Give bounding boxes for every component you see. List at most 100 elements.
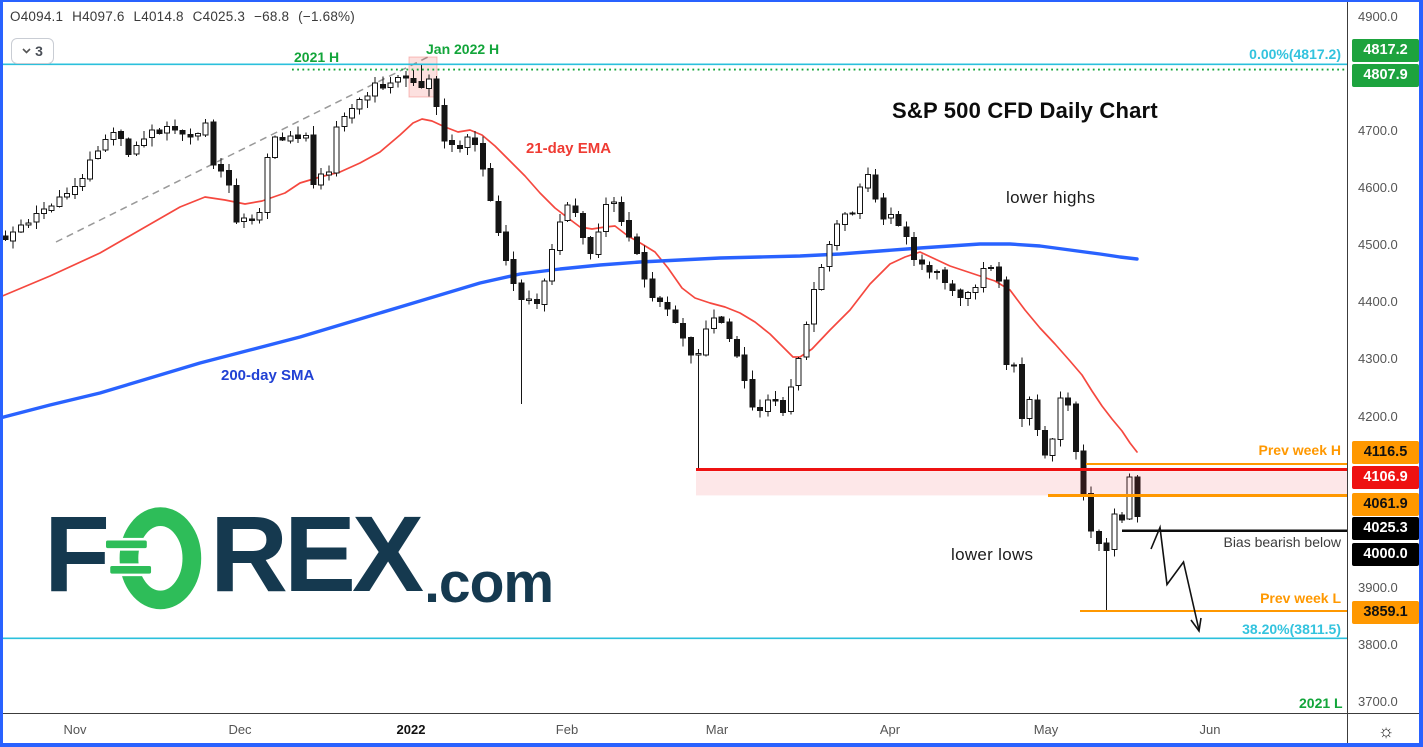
candle[interactable] xyxy=(1088,493,1095,532)
candle[interactable] xyxy=(795,357,802,387)
candle[interactable] xyxy=(87,159,94,180)
candle[interactable] xyxy=(803,324,810,358)
candle[interactable] xyxy=(379,84,386,89)
candle[interactable] xyxy=(734,339,740,357)
candle[interactable] xyxy=(972,286,979,293)
candle[interactable] xyxy=(780,400,787,413)
candle[interactable] xyxy=(264,157,271,213)
candle[interactable] xyxy=(418,80,425,88)
candle[interactable] xyxy=(449,140,456,146)
candle[interactable] xyxy=(17,224,24,233)
candle[interactable] xyxy=(372,82,379,97)
candle[interactable] xyxy=(25,222,32,226)
candle[interactable] xyxy=(841,213,848,225)
candle[interactable] xyxy=(787,386,794,413)
candle[interactable] xyxy=(1042,430,1048,456)
candle[interactable] xyxy=(988,266,995,270)
trendline[interactable] xyxy=(55,56,429,243)
candle[interactable] xyxy=(325,171,332,176)
candle[interactable] xyxy=(118,130,124,140)
candle[interactable] xyxy=(287,135,294,142)
candle[interactable] xyxy=(580,212,586,238)
candle[interactable] xyxy=(218,164,225,172)
candle[interactable] xyxy=(241,217,248,223)
candle[interactable] xyxy=(687,337,694,356)
candle[interactable] xyxy=(918,259,925,265)
candle[interactable] xyxy=(433,78,440,108)
candle[interactable] xyxy=(911,237,918,260)
candle[interactable] xyxy=(572,205,579,214)
candle[interactable] xyxy=(110,132,117,141)
candle[interactable] xyxy=(1003,279,1010,366)
candle[interactable] xyxy=(726,321,733,340)
candle[interactable] xyxy=(549,249,556,282)
candle[interactable] xyxy=(125,138,132,156)
candle[interactable] xyxy=(1080,450,1087,494)
candle[interactable] xyxy=(826,244,833,267)
candle[interactable] xyxy=(872,174,879,200)
candle[interactable] xyxy=(541,280,548,306)
candle[interactable] xyxy=(1011,364,1018,367)
candle[interactable] xyxy=(533,299,540,305)
candle[interactable] xyxy=(626,220,633,238)
candle[interactable] xyxy=(464,136,471,149)
candle[interactable] xyxy=(410,77,417,83)
candle[interactable] xyxy=(618,201,625,222)
candle[interactable] xyxy=(248,218,255,222)
candle[interactable] xyxy=(772,399,779,402)
candle[interactable] xyxy=(41,208,47,214)
candle[interactable] xyxy=(1049,438,1056,456)
candle[interactable] xyxy=(148,129,155,138)
candle[interactable] xyxy=(402,75,409,79)
candle[interactable] xyxy=(718,316,725,323)
candle[interactable] xyxy=(48,205,55,211)
interval-selector-button[interactable]: 3 xyxy=(11,38,54,64)
candle[interactable] xyxy=(811,288,817,325)
candle[interactable] xyxy=(657,297,663,302)
candle[interactable] xyxy=(272,136,278,158)
candle[interactable] xyxy=(749,378,756,408)
candle[interactable] xyxy=(949,283,956,291)
candle[interactable] xyxy=(741,354,748,381)
candle[interactable] xyxy=(71,185,78,195)
candle[interactable] xyxy=(957,289,964,298)
candle[interactable] xyxy=(233,185,240,223)
candle[interactable] xyxy=(1103,542,1110,551)
candle[interactable] xyxy=(595,231,602,256)
price-axis[interactable]: 4900.04800.04700.04600.04500.04400.04300… xyxy=(1347,0,1423,713)
supply-zone[interactable] xyxy=(696,471,1347,496)
candle[interactable] xyxy=(1057,397,1064,440)
candle[interactable] xyxy=(603,204,610,232)
candle[interactable] xyxy=(934,270,941,273)
candle[interactable] xyxy=(1119,514,1125,521)
candle[interactable] xyxy=(757,407,764,412)
candle[interactable] xyxy=(587,236,594,255)
candle[interactable] xyxy=(156,129,163,134)
candle[interactable] xyxy=(680,323,687,339)
time-axis[interactable]: Nov Dec 2022 Feb Mar Apr May Jun xyxy=(0,713,1347,747)
candle[interactable] xyxy=(895,213,902,227)
candle[interactable] xyxy=(33,213,40,223)
candle[interactable] xyxy=(880,197,887,220)
candle[interactable] xyxy=(456,144,463,150)
candle[interactable] xyxy=(664,302,671,310)
candle[interactable] xyxy=(318,173,325,186)
candle[interactable] xyxy=(556,221,563,251)
candle[interactable] xyxy=(510,259,517,285)
candle[interactable] xyxy=(94,150,101,160)
candle[interactable] xyxy=(857,186,864,214)
candle[interactable] xyxy=(888,214,894,219)
candle[interactable] xyxy=(495,201,502,233)
candle[interactable] xyxy=(302,135,309,139)
candle[interactable] xyxy=(56,196,63,207)
candle[interactable] xyxy=(295,134,302,140)
candle[interactable] xyxy=(395,76,402,83)
candle[interactable] xyxy=(703,328,710,356)
candle[interactable] xyxy=(764,399,771,413)
candle[interactable] xyxy=(79,178,86,187)
candle[interactable] xyxy=(10,231,17,242)
candle[interactable] xyxy=(341,116,348,127)
candle[interactable] xyxy=(333,126,340,174)
candle[interactable] xyxy=(187,133,194,138)
candle[interactable] xyxy=(256,211,263,221)
